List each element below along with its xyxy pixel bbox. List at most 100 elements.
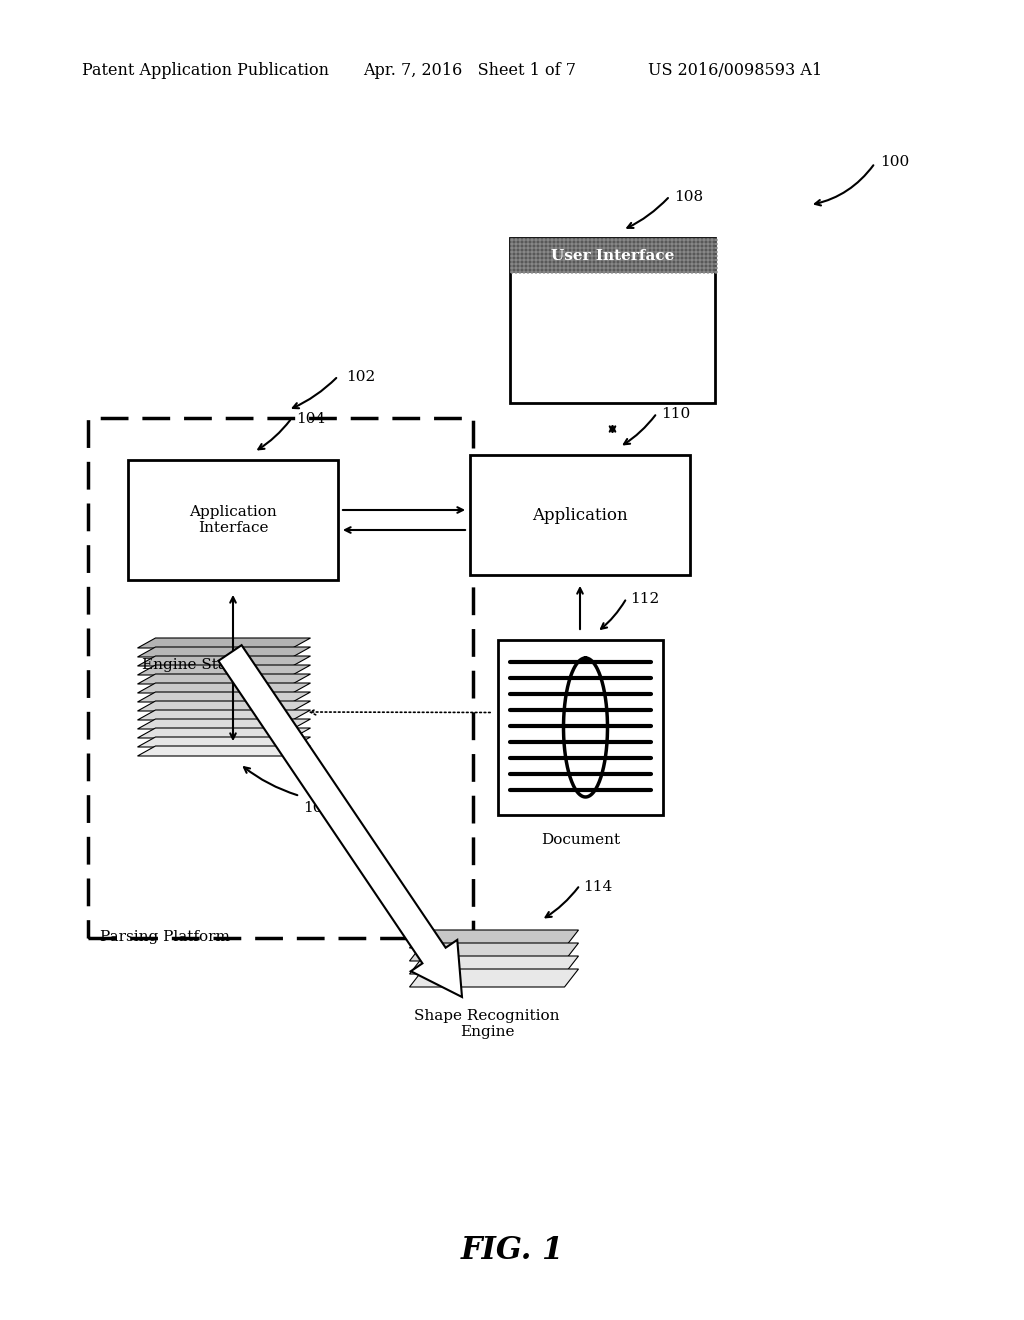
Polygon shape	[137, 701, 310, 711]
Circle shape	[519, 255, 521, 257]
Circle shape	[591, 255, 593, 257]
Circle shape	[535, 263, 537, 265]
Circle shape	[675, 251, 677, 253]
Polygon shape	[137, 692, 310, 702]
Circle shape	[607, 263, 609, 265]
Circle shape	[651, 263, 653, 265]
Circle shape	[595, 263, 597, 265]
Circle shape	[599, 243, 601, 246]
Circle shape	[699, 239, 701, 242]
Circle shape	[675, 271, 677, 273]
Circle shape	[639, 255, 641, 257]
Circle shape	[623, 247, 625, 249]
Text: 112: 112	[630, 591, 659, 606]
Circle shape	[663, 255, 665, 257]
Circle shape	[643, 263, 645, 265]
Circle shape	[515, 259, 517, 261]
Circle shape	[579, 259, 581, 261]
Circle shape	[603, 243, 605, 246]
Circle shape	[519, 271, 521, 273]
Circle shape	[699, 247, 701, 249]
Circle shape	[703, 247, 705, 249]
Circle shape	[687, 263, 689, 265]
Circle shape	[623, 255, 625, 257]
Text: FIG. 1: FIG. 1	[461, 1236, 563, 1266]
Circle shape	[691, 263, 693, 265]
Circle shape	[659, 239, 662, 242]
Circle shape	[571, 271, 573, 273]
Circle shape	[559, 271, 561, 273]
Circle shape	[547, 243, 549, 246]
Circle shape	[699, 267, 701, 269]
Circle shape	[511, 267, 513, 269]
Circle shape	[551, 263, 553, 265]
Circle shape	[631, 251, 633, 253]
Circle shape	[631, 243, 633, 246]
Circle shape	[611, 259, 613, 261]
Circle shape	[618, 255, 621, 257]
Circle shape	[663, 271, 665, 273]
Circle shape	[631, 239, 633, 242]
Circle shape	[555, 267, 557, 269]
Circle shape	[523, 251, 525, 253]
Circle shape	[615, 251, 617, 253]
Circle shape	[583, 247, 585, 249]
Circle shape	[631, 263, 633, 265]
Circle shape	[531, 251, 534, 253]
Circle shape	[511, 251, 513, 253]
Circle shape	[547, 255, 549, 257]
Polygon shape	[137, 682, 310, 693]
Circle shape	[703, 271, 705, 273]
Circle shape	[643, 239, 645, 242]
Circle shape	[603, 247, 605, 249]
Circle shape	[667, 239, 669, 242]
Circle shape	[687, 247, 689, 249]
Bar	[510, 238, 715, 403]
Circle shape	[643, 259, 645, 261]
Polygon shape	[137, 656, 310, 667]
Circle shape	[623, 243, 625, 246]
Circle shape	[623, 271, 625, 273]
Circle shape	[647, 251, 649, 253]
Circle shape	[555, 271, 557, 273]
Circle shape	[555, 263, 557, 265]
Circle shape	[535, 239, 537, 242]
Circle shape	[555, 243, 557, 246]
Circle shape	[547, 247, 549, 249]
Circle shape	[711, 263, 713, 265]
Polygon shape	[218, 645, 462, 997]
Circle shape	[647, 271, 649, 273]
Circle shape	[511, 243, 513, 246]
Circle shape	[659, 243, 662, 246]
Circle shape	[671, 259, 673, 261]
Circle shape	[579, 243, 581, 246]
Circle shape	[615, 255, 617, 257]
Circle shape	[711, 243, 713, 246]
Text: 104: 104	[296, 412, 326, 426]
Circle shape	[703, 267, 705, 269]
Circle shape	[627, 259, 629, 261]
Circle shape	[607, 267, 609, 269]
Circle shape	[615, 267, 617, 269]
Circle shape	[515, 251, 517, 253]
Circle shape	[691, 243, 693, 246]
Circle shape	[711, 251, 713, 253]
Circle shape	[523, 259, 525, 261]
Circle shape	[671, 243, 673, 246]
Circle shape	[667, 271, 669, 273]
Circle shape	[715, 271, 717, 273]
Circle shape	[571, 247, 573, 249]
Circle shape	[699, 243, 701, 246]
Circle shape	[583, 259, 585, 261]
Circle shape	[611, 263, 613, 265]
Circle shape	[627, 239, 629, 242]
Circle shape	[535, 259, 537, 261]
Circle shape	[567, 247, 569, 249]
Circle shape	[519, 251, 521, 253]
Circle shape	[711, 239, 713, 242]
Circle shape	[675, 243, 677, 246]
Circle shape	[695, 267, 697, 269]
Circle shape	[687, 271, 689, 273]
Circle shape	[655, 239, 657, 242]
Circle shape	[539, 271, 541, 273]
